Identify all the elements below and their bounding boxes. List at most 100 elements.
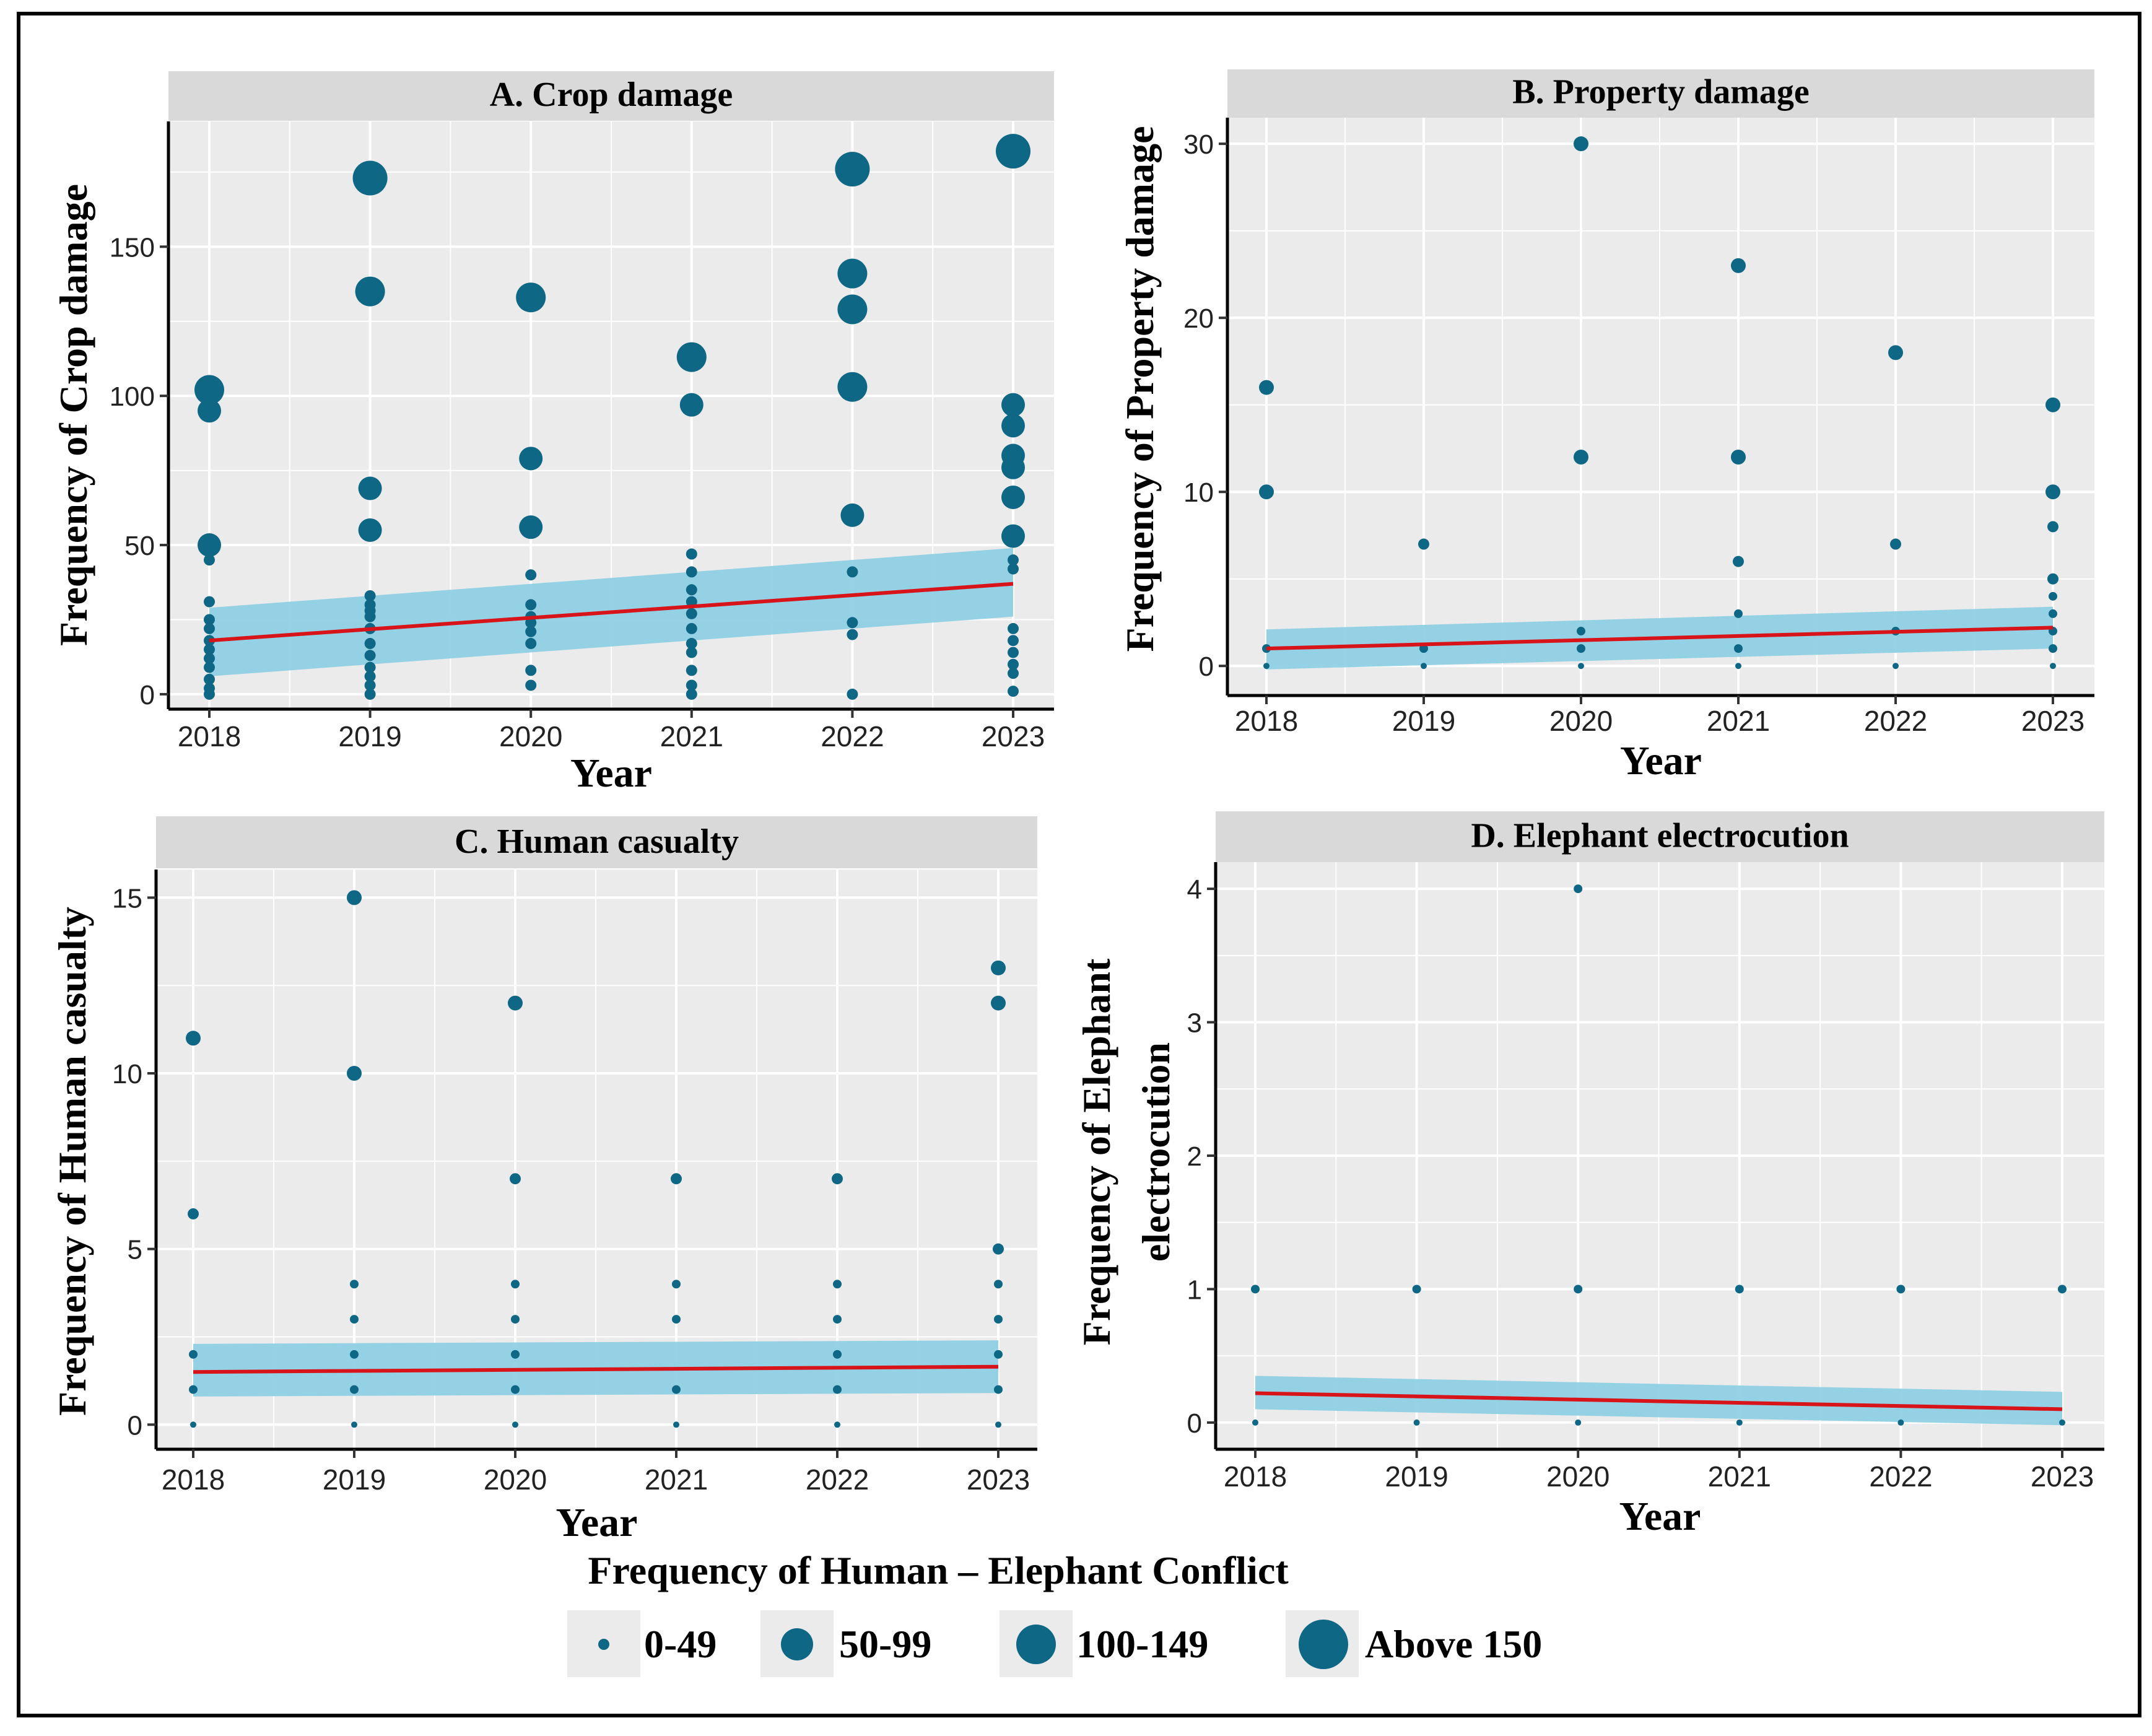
data-point (2050, 663, 2056, 670)
x-tick-label: 2020 (1549, 705, 1613, 737)
data-point (525, 569, 537, 581)
data-point (686, 665, 697, 676)
y-tick-label: 150 (110, 232, 155, 263)
legend-key-point (598, 1639, 609, 1650)
data-point (833, 1315, 842, 1324)
data-point (1733, 556, 1744, 567)
data-point (1412, 1285, 1421, 1294)
data-point (1008, 635, 1019, 647)
data-point (847, 629, 858, 640)
data-point (991, 995, 1006, 1011)
x-tick-label: 2019 (1385, 1460, 1448, 1493)
data-point (1893, 663, 1899, 670)
data-point (1008, 563, 1019, 575)
data-point (525, 638, 537, 650)
x-tick-label: 2023 (2021, 705, 2084, 737)
data-point (516, 282, 546, 313)
data-point (994, 1385, 1003, 1394)
panel-title: B. Property damage (1512, 73, 1810, 111)
data-point (364, 661, 376, 673)
data-point (204, 673, 215, 685)
data-point (1731, 449, 1746, 465)
data-point (525, 679, 537, 691)
data-point (837, 258, 868, 289)
legend-key-point (1299, 1620, 1348, 1669)
data-point (358, 476, 382, 500)
data-point (358, 518, 382, 542)
data-point (350, 1385, 359, 1394)
data-point (1896, 1285, 1906, 1294)
data-point (2049, 644, 2057, 653)
data-point (671, 1173, 682, 1185)
data-point (1574, 449, 1588, 465)
data-point (1008, 622, 1019, 634)
x-tick-label: 2021 (1708, 1460, 1771, 1493)
data-point (204, 683, 215, 694)
y-tick-label: 0 (140, 680, 155, 710)
data-point (672, 1315, 681, 1324)
data-point (194, 375, 224, 405)
data-point (508, 995, 523, 1011)
data-point (525, 665, 537, 676)
data-point (1263, 663, 1270, 670)
trend-line (209, 582, 1014, 643)
y-tick-label: 0 (128, 1410, 142, 1441)
x-tick-label: 2023 (982, 720, 1045, 752)
data-point (1001, 485, 1025, 509)
data-point (364, 650, 376, 661)
legend-item: 0-49 (567, 1610, 717, 1677)
panel-title: D. Elephant electrocution (1471, 816, 1849, 855)
y-axis-title: electrocution (1134, 1042, 1178, 1262)
data-point (204, 661, 215, 673)
data-point (993, 1243, 1004, 1255)
legend-item-label: 0-49 (644, 1622, 717, 1666)
x-tick-label: 2021 (660, 720, 723, 752)
data-point (1735, 663, 1741, 670)
y-tick-label: 0 (1199, 652, 1214, 682)
data-point (994, 1350, 1003, 1359)
data-point (1578, 663, 1584, 670)
y-tick-label: 10 (112, 1059, 142, 1089)
data-point (2047, 573, 2058, 585)
data-point (1252, 1419, 1258, 1426)
x-tick-label: 2018 (162, 1463, 225, 1496)
data-point (364, 599, 376, 611)
data-point (204, 622, 215, 634)
panel-strip (168, 71, 1054, 121)
data-point (1731, 258, 1746, 273)
data-point (511, 1280, 520, 1289)
panel-strip (156, 816, 1037, 868)
data-point (833, 1280, 842, 1289)
data-point (1735, 1285, 1744, 1294)
data-point (1001, 524, 1025, 548)
panel-3: C. Human casualty 0 5 10 15 2018 2019 2020 2021 2… (50, 816, 1037, 1545)
data-point (188, 1208, 199, 1219)
data-point (991, 960, 1006, 975)
x-tick-label: 2020 (484, 1463, 547, 1496)
data-point (364, 638, 376, 650)
data-point (355, 276, 385, 307)
data-point (1259, 380, 1274, 395)
data-point (840, 503, 865, 527)
data-point (686, 638, 697, 650)
y-tick-label: 0 (1187, 1408, 1202, 1439)
data-point (364, 590, 376, 601)
data-point (186, 1031, 201, 1046)
data-point (2049, 591, 2057, 601)
data-point (1888, 345, 1903, 360)
legend-item-label: 100-149 (1076, 1622, 1208, 1666)
data-point (1574, 884, 1583, 894)
data-point (1008, 658, 1019, 670)
data-point (198, 533, 221, 557)
data-point (686, 622, 697, 634)
data-point (995, 1421, 1001, 1428)
y-tick-label: 100 (110, 382, 155, 412)
data-point (1421, 663, 1427, 670)
data-point (1734, 609, 1743, 618)
legend-key-point (781, 1628, 813, 1660)
y-tick-label: 30 (1183, 129, 1214, 160)
data-point (511, 1315, 520, 1324)
data-point (1577, 627, 1585, 636)
data-point (2047, 521, 2058, 533)
